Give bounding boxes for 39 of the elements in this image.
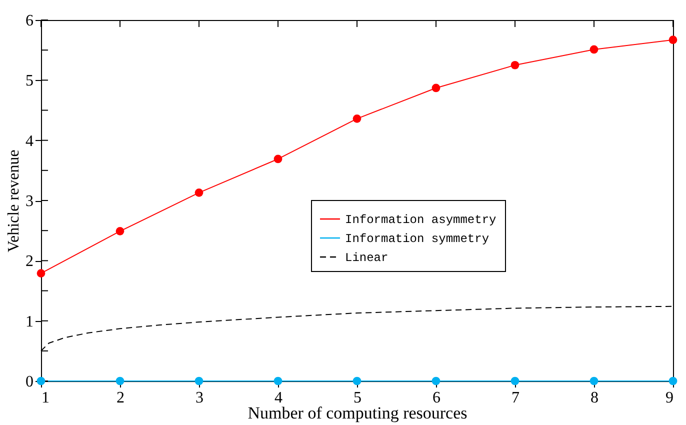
y-tick-label: 6 [26, 12, 34, 30]
point [116, 376, 124, 386]
legend-label: Information symmetry [345, 232, 490, 246]
y-axis-title: Vehicle revenue [6, 150, 22, 252]
point [194, 188, 204, 197]
x-tick-label: 8 [590, 390, 598, 406]
point [352, 114, 362, 123]
point [116, 227, 124, 236]
point [590, 45, 598, 54]
x-tick-label: 4 [274, 390, 282, 406]
x-tick-label: 5 [354, 390, 362, 406]
x-tick-label: 6 [432, 390, 440, 406]
legend-label: Information asymmetry [345, 213, 496, 227]
point [668, 36, 678, 44]
y-tick-label: 0 [26, 374, 34, 390]
point [274, 154, 282, 164]
x-tick-label: 2 [116, 390, 124, 406]
x-tick-label: 9 [666, 390, 674, 406]
point [590, 376, 598, 386]
y-tick-label: 1 [26, 313, 34, 330]
point [432, 84, 440, 92]
point [510, 376, 520, 386]
y-tick-label: 3 [26, 193, 34, 210]
point [432, 376, 440, 386]
point [668, 376, 678, 386]
point [36, 376, 46, 386]
x-tick-label: 1 [42, 390, 50, 406]
point [36, 269, 46, 278]
x-axis-title: Number of computing resources [248, 404, 468, 422]
point [274, 376, 282, 386]
x-tick-label: 3 [196, 390, 204, 406]
legend-label: Linear [345, 251, 388, 265]
y-tick-label: 2 [26, 253, 34, 270]
y-tick-label: 4 [26, 132, 34, 150]
x-tick-label: 7 [512, 390, 520, 406]
point [510, 60, 520, 70]
y-tick-label: 5 [26, 72, 34, 90]
point [352, 376, 362, 386]
point [194, 376, 204, 386]
